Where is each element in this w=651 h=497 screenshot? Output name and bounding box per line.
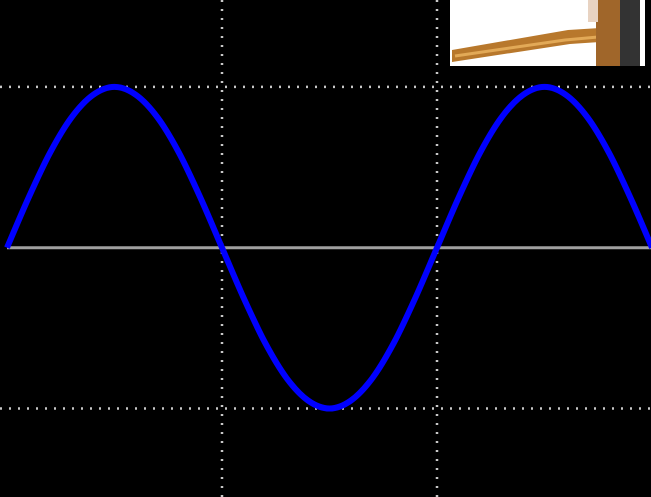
sine-line xyxy=(4,83,651,412)
hammer-photo xyxy=(450,0,645,66)
hammer-head xyxy=(596,0,620,66)
hand xyxy=(620,0,640,66)
handle-highlight xyxy=(454,35,599,58)
finger xyxy=(588,0,598,22)
